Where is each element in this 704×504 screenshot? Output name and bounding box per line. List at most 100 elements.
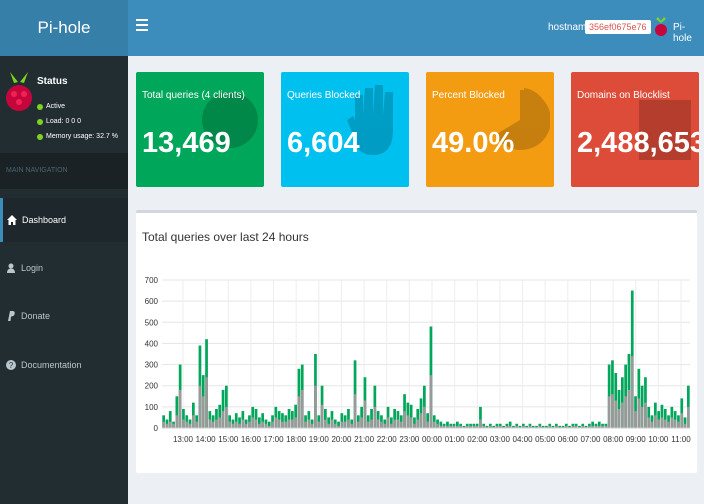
bar-blocked xyxy=(281,421,284,428)
sidebar-item-login[interactable]: Login xyxy=(0,246,128,290)
bar-total xyxy=(347,408,350,428)
bar-blocked xyxy=(432,421,436,428)
bar-blocked xyxy=(627,389,631,428)
bar-total xyxy=(456,421,459,428)
status-panel: Status Active Load: 0 0 0 Memory usage: … xyxy=(0,56,128,152)
bar-blocked xyxy=(482,425,486,428)
bar-total xyxy=(277,411,281,428)
bar-blocked xyxy=(363,400,367,428)
user-name[interactable]: Pi-hole xyxy=(673,22,692,44)
nav-header: MAIN NAVIGATION xyxy=(0,153,128,189)
bar-blocked xyxy=(479,419,482,428)
bar-blocked xyxy=(175,415,179,428)
bar-blocked xyxy=(571,425,575,428)
bar-blocked xyxy=(251,417,255,428)
app-logo[interactable]: Pi-hole xyxy=(0,0,128,56)
sidebar-item-dashboard[interactable]: Dashboard xyxy=(0,198,128,242)
bar-total xyxy=(597,421,601,428)
bar-blocked xyxy=(366,421,370,428)
bar-blocked xyxy=(337,425,340,428)
bar-blocked xyxy=(667,421,670,428)
bar-blocked xyxy=(551,426,555,428)
sidebar-toggle-icon[interactable] xyxy=(136,19,148,33)
x-tick-label: 21:00 xyxy=(354,435,375,444)
bar-blocked xyxy=(683,423,687,428)
x-tick-label: 23:00 xyxy=(399,435,420,444)
bar-blocked xyxy=(597,425,601,428)
bar-blocked xyxy=(350,423,354,428)
sidebar-item-donate[interactable]: Donate xyxy=(0,294,128,338)
status-memory: Memory usage: 32.7 % xyxy=(37,133,118,140)
bar-blocked xyxy=(218,417,222,428)
bar-blocked xyxy=(317,421,321,428)
chart-title: Total queries over last 24 hours xyxy=(142,230,309,244)
bar-blocked xyxy=(505,425,509,428)
bar-blocked xyxy=(310,423,314,428)
bar-total xyxy=(192,402,195,428)
bar-total xyxy=(291,411,294,428)
bar-total xyxy=(657,411,660,428)
status-active: Active xyxy=(37,103,65,110)
bar-total xyxy=(663,408,667,428)
bar-blocked xyxy=(314,385,317,428)
bar-blocked xyxy=(515,425,519,428)
bar-total xyxy=(607,364,611,428)
user-icon xyxy=(7,263,15,273)
bar-total xyxy=(234,413,238,428)
bar-total xyxy=(416,408,420,428)
bar-blocked xyxy=(621,402,624,428)
bar-blocked xyxy=(469,425,472,428)
x-tick-label: 01:00 xyxy=(445,435,466,444)
bar-blocked xyxy=(436,423,439,428)
bar-blocked xyxy=(254,419,258,428)
stat-value: 13,469 xyxy=(142,127,231,159)
bar-total xyxy=(182,408,185,428)
bar-blocked xyxy=(244,423,248,428)
bar-total xyxy=(446,421,449,428)
x-tick-label: 16:00 xyxy=(241,435,262,444)
bar-total xyxy=(287,408,291,428)
raspberry-icon[interactable] xyxy=(654,15,668,39)
bar-blocked xyxy=(640,406,644,428)
bar-blocked xyxy=(581,425,585,428)
bar-total xyxy=(168,411,172,428)
bar-blocked xyxy=(291,419,294,428)
x-tick-label: 20:00 xyxy=(331,435,352,444)
bar-blocked xyxy=(680,413,684,428)
bar-blocked xyxy=(449,425,453,428)
bar-total xyxy=(399,415,403,428)
bar-blocked xyxy=(591,425,594,428)
bar-blocked xyxy=(545,426,548,428)
bar-blocked xyxy=(617,408,621,428)
bar-total xyxy=(390,417,393,428)
hostname-value: 356ef0675e76 xyxy=(585,20,651,34)
sidebar-item-documentation[interactable]: ? Documentation xyxy=(0,343,128,387)
bar-blocked xyxy=(386,417,390,428)
bar-blocked xyxy=(673,419,677,428)
bar-blocked xyxy=(462,426,466,428)
bar-total xyxy=(357,415,360,428)
bar-total xyxy=(667,415,670,428)
bar-blocked xyxy=(258,423,261,428)
bar-total xyxy=(380,415,383,428)
bar-blocked xyxy=(429,375,433,428)
top-header: Pi-hole hostname: 356ef0675e76 Pi-hole xyxy=(0,0,704,56)
bar-blocked xyxy=(277,419,281,428)
bar-blocked xyxy=(419,413,423,428)
bar-blocked xyxy=(370,419,373,428)
bar-blocked xyxy=(409,417,413,428)
bar-blocked xyxy=(403,411,406,428)
bar-total xyxy=(677,415,680,428)
bar-blocked xyxy=(624,396,627,428)
bar-blocked xyxy=(188,423,192,428)
bar-blocked xyxy=(307,419,311,428)
bar-blocked xyxy=(178,389,182,428)
bar-blocked xyxy=(373,406,377,428)
bar-total xyxy=(340,413,344,428)
bar-blocked xyxy=(343,421,347,428)
bar-blocked xyxy=(376,419,380,428)
bar-total xyxy=(508,421,512,428)
bar-blocked xyxy=(205,377,208,428)
bar-blocked xyxy=(558,426,561,428)
bar-blocked xyxy=(383,423,387,428)
